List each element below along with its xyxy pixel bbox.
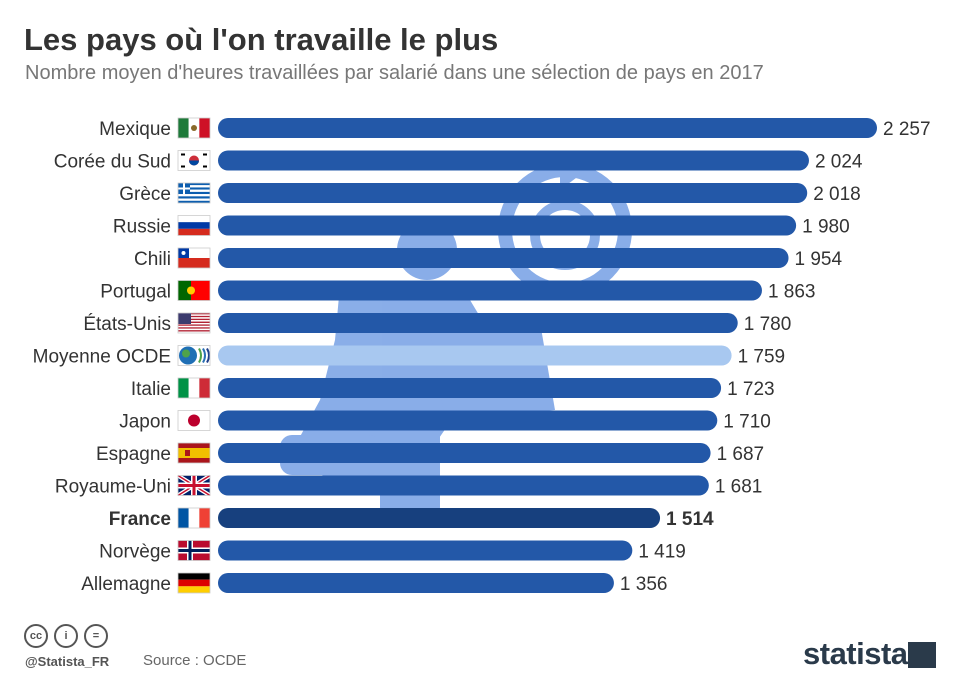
bar (218, 443, 711, 463)
category-label: Espagne (96, 444, 171, 465)
category-label: Corée du Sud (54, 152, 171, 173)
bar (218, 118, 877, 138)
bar (218, 150, 809, 171)
bar (218, 378, 722, 398)
portugal-flag-icon (177, 280, 211, 301)
statista-logo[interactable]: statista (803, 636, 908, 671)
mexico-flag-icon (177, 117, 211, 139)
category-label: Allemagne (81, 574, 171, 595)
category-label: Portugal (100, 282, 171, 303)
category-label: France (109, 509, 171, 530)
bar (218, 573, 614, 593)
twitter-handle[interactable]: @Statista_FR (25, 654, 110, 669)
greece-flag-icon (177, 182, 211, 204)
data-label: 1 980 (802, 217, 850, 238)
category-label: Royaume-Uni (55, 477, 171, 498)
data-label: 1 780 (744, 314, 792, 335)
bar (218, 475, 709, 496)
page-title: Les pays où l'on travaille le plus (24, 22, 499, 57)
italy-flag-icon (177, 377, 211, 399)
spain-flag-icon (177, 442, 211, 464)
data-label: 1 687 (717, 444, 765, 465)
statista-logo-mark-icon (908, 642, 936, 668)
category-label: Mexique (99, 119, 171, 140)
bar (218, 540, 633, 561)
data-label: 1 710 (723, 412, 771, 433)
bar (218, 280, 762, 301)
source-label: Source : OCDE (143, 652, 247, 669)
south-korea-flag-icon (177, 150, 211, 171)
data-label: 1 863 (768, 282, 816, 303)
russia-flag-icon (177, 215, 211, 236)
category-label: Grèce (119, 184, 171, 205)
attribution-icon[interactable]: i (54, 624, 78, 648)
creative-commons-icon[interactable]: cc (24, 624, 48, 648)
bar (218, 313, 738, 333)
data-label: 1 681 (715, 477, 763, 498)
no-derivatives-icon[interactable]: = (84, 624, 108, 648)
data-label: 1 419 (638, 542, 686, 563)
bar (218, 410, 718, 431)
category-label: Moyenne OCDE (33, 347, 171, 368)
data-label: 1 514 (666, 509, 714, 530)
bar (218, 508, 661, 528)
usa-flag-icon (177, 312, 211, 334)
data-label: 2 024 (815, 152, 863, 173)
category-label: Norvège (99, 542, 171, 563)
page-subtitle: Nombre moyen d'heures travaillées par sa… (25, 62, 764, 84)
data-label: 2 257 (883, 119, 931, 140)
bar (218, 215, 797, 236)
data-label: 1 759 (738, 347, 786, 368)
license-icons: cc i = (24, 624, 108, 648)
bar (218, 345, 732, 366)
category-label: États-Unis (83, 314, 171, 335)
france-flag-icon (177, 507, 211, 529)
category-label: Chili (134, 249, 171, 270)
japan-flag-icon (177, 410, 211, 431)
data-label: 2 018 (813, 184, 861, 205)
oecd-logo-icon (177, 345, 211, 366)
data-label: 1 954 (795, 249, 843, 270)
data-label: 1 356 (620, 574, 668, 595)
category-label: Russie (113, 217, 171, 238)
uk-flag-icon (176, 473, 212, 498)
data-label: 1 723 (727, 379, 775, 400)
bar (218, 183, 808, 203)
bar (218, 248, 789, 268)
germany-flag-icon (177, 572, 211, 594)
norway-flag-icon (177, 540, 211, 561)
category-label: Italie (131, 379, 171, 400)
chile-flag-icon (177, 247, 211, 269)
category-label: Japon (119, 412, 171, 433)
